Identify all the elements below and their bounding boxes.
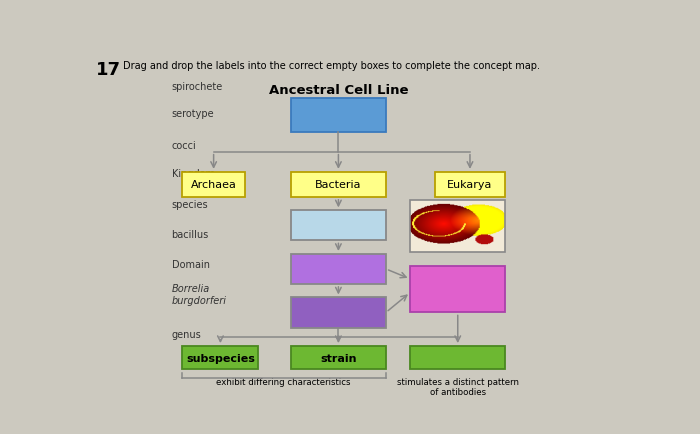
FancyBboxPatch shape xyxy=(183,172,245,197)
Text: strain: strain xyxy=(320,353,357,363)
Text: 17: 17 xyxy=(96,60,120,79)
Text: cocci: cocci xyxy=(172,141,196,151)
FancyBboxPatch shape xyxy=(291,172,386,197)
Text: Eukarya: Eukarya xyxy=(447,180,493,190)
Text: species: species xyxy=(172,199,208,209)
Text: serotype: serotype xyxy=(172,109,214,119)
Text: subspecies: subspecies xyxy=(186,353,255,363)
Text: Archaea: Archaea xyxy=(190,180,237,190)
FancyBboxPatch shape xyxy=(410,346,505,370)
FancyBboxPatch shape xyxy=(291,254,386,284)
Text: exhibit differing characteristics: exhibit differing characteristics xyxy=(216,377,350,386)
Text: genus: genus xyxy=(172,329,202,339)
FancyBboxPatch shape xyxy=(435,172,505,197)
FancyBboxPatch shape xyxy=(291,99,386,132)
Text: Ancestral Cell Line: Ancestral Cell Line xyxy=(269,84,408,97)
Text: spirochete: spirochete xyxy=(172,82,223,92)
Text: stimulates a distinct pattern
of antibodies: stimulates a distinct pattern of antibod… xyxy=(397,377,519,396)
Text: Kingdom: Kingdom xyxy=(172,169,215,179)
FancyBboxPatch shape xyxy=(291,346,386,370)
Text: Bacteria: Bacteria xyxy=(315,180,362,190)
Text: Borrelia
burgdorferi: Borrelia burgdorferi xyxy=(172,283,227,305)
Text: Drag and drop the labels into the correct empty boxes to complete the concept ma: Drag and drop the labels into the correc… xyxy=(122,60,540,70)
FancyBboxPatch shape xyxy=(410,266,505,313)
FancyBboxPatch shape xyxy=(183,346,258,370)
FancyBboxPatch shape xyxy=(291,211,386,241)
Text: bacillus: bacillus xyxy=(172,229,209,239)
FancyBboxPatch shape xyxy=(291,298,386,328)
Text: Domain: Domain xyxy=(172,259,209,269)
